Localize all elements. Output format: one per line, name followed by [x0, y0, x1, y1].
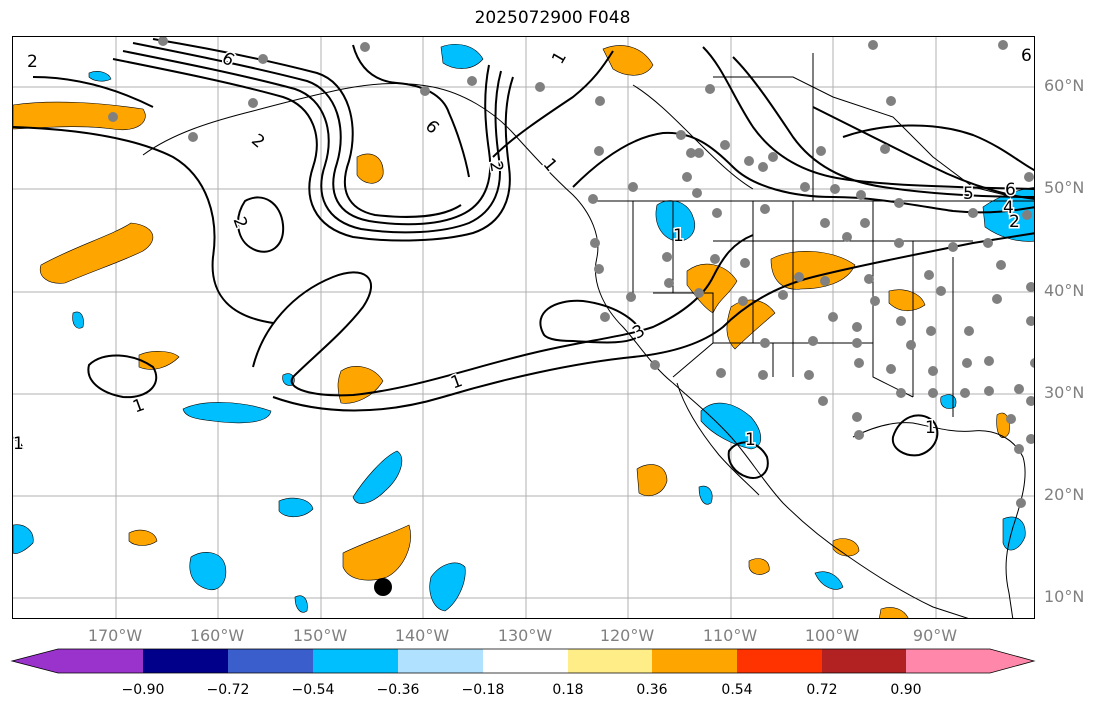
contour-lines: [13, 38, 1034, 479]
lat-label: 50°N: [1044, 178, 1085, 197]
colorbar-swatch: [228, 649, 313, 673]
colorbar-swatch: [990, 649, 1034, 673]
lat-label: 20°N: [1044, 485, 1085, 504]
colorbar-tick-label: 0.54: [721, 682, 753, 698]
contour-label: 4: [1003, 198, 1014, 218]
contour-label-group: 2 6 6 2 2 1 1 2 1 3 1 1 5 6 4 2 1 1 1 6: [13, 45, 1033, 456]
lon-label: 150°W: [292, 626, 348, 645]
contour-label: 6: [421, 116, 443, 138]
colorbar-outline: [10, 648, 1036, 674]
map-panel: 2 6 6 2 2 1 1 2 1 3 1 1 5 6 4 2 1 1 1 6: [12, 36, 1035, 619]
colorbar-swatch: [652, 649, 737, 673]
lat-label: 10°N: [1044, 587, 1085, 606]
colorbar-swatch: [398, 649, 483, 673]
colorbar-tick-label: −0.54: [291, 682, 335, 698]
colorbar: [10, 648, 1036, 674]
contour-label: 1: [13, 434, 24, 454]
colorbar-tick-label: 0.36: [636, 682, 668, 698]
contour-label: 5: [963, 184, 974, 204]
colorbar-swatch: [313, 649, 398, 673]
colorbar-swatch: [737, 649, 822, 673]
contour-label: 1: [130, 395, 147, 417]
station-markers: [108, 37, 1034, 508]
lon-label: 120°W: [599, 626, 655, 645]
colorbar-tick-label: 0.72: [806, 682, 838, 698]
colorbar-tick-label: −0.36: [376, 682, 420, 698]
contour-label: 2: [1009, 212, 1020, 232]
lon-label: 110°W: [702, 626, 758, 645]
colorbar-swatch: [568, 649, 652, 673]
contour-label: 6: [1021, 46, 1032, 66]
lat-label: 40°N: [1044, 281, 1085, 300]
colorbar-swatch: [58, 649, 143, 673]
colorbar-swatch: [143, 649, 228, 673]
contour-label: 1: [548, 48, 571, 67]
contour-label: 1: [745, 430, 756, 450]
lat-label: 60°N: [1044, 76, 1085, 95]
map-title: 2025072900 F048: [474, 8, 631, 28]
colorbar-tick-label: 0.90: [890, 682, 922, 698]
contour-label: 1: [673, 226, 684, 246]
colorbar-tick-label: 0.18: [552, 682, 584, 698]
map-gridlines: [13, 37, 1034, 618]
colorbar-swatch: [822, 649, 906, 673]
contour-label: 2: [485, 160, 507, 174]
colorbar-tick-label: −0.90: [121, 682, 165, 698]
contour-label: 2: [247, 130, 268, 152]
lon-label: 90°W: [912, 626, 958, 645]
negative-anomaly-shading: [13, 44, 1034, 613]
contour-label: 2: [27, 52, 38, 72]
contour-label: 1: [925, 418, 936, 438]
lon-label: 130°W: [497, 626, 553, 645]
colorbar-swatch: [12, 649, 58, 673]
positive-anomaly-shading: [13, 45, 1010, 618]
contour-label: 2: [229, 214, 251, 231]
colorbar-swatch: [906, 649, 990, 673]
storm-marker: [374, 578, 392, 596]
colorbar-tick-label: −0.72: [206, 682, 250, 698]
lon-label: 170°W: [87, 626, 143, 645]
lon-label: 160°W: [189, 626, 245, 645]
lon-label: 140°W: [394, 626, 450, 645]
colorbar-tick-label: −0.18: [461, 682, 505, 698]
coastlines: [142, 53, 1034, 618]
map-canvas: 2 6 6 2 2 1 1 2 1 3 1 1 5 6 4 2 1 1 1 6: [13, 37, 1034, 618]
lat-label: 30°N: [1044, 383, 1085, 402]
contour-label: 1: [448, 371, 465, 393]
contour-label: 6: [1005, 180, 1016, 200]
lon-label: 100°W: [804, 626, 860, 645]
colorbar-swatch: [483, 649, 568, 673]
